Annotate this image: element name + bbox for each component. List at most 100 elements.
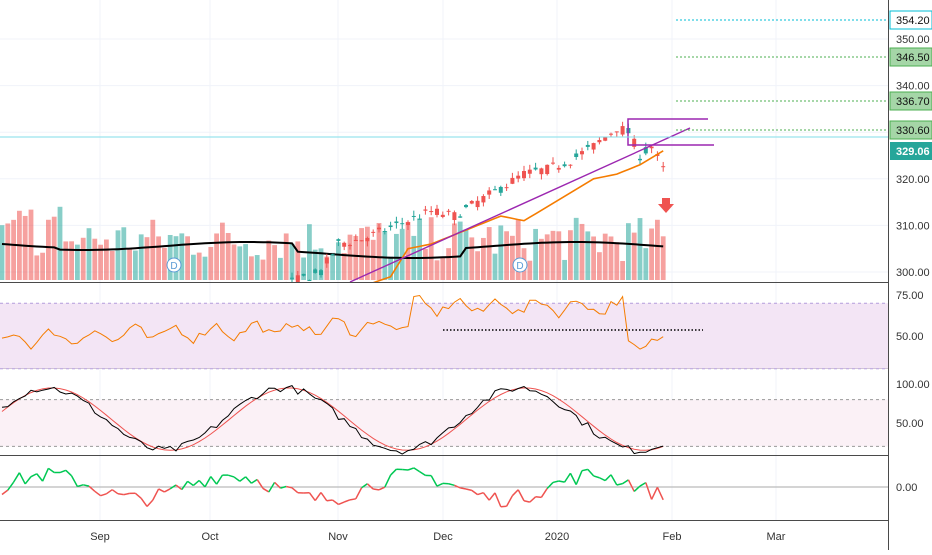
volume-bar — [214, 233, 219, 280]
volume-bar — [382, 231, 387, 280]
volume-bar — [255, 255, 260, 280]
osc-segment — [530, 497, 536, 502]
volume-bar — [5, 223, 10, 280]
osc-segment — [164, 489, 170, 492]
volume-bar — [150, 220, 155, 280]
osc-segment — [495, 493, 501, 507]
candle-body — [325, 258, 329, 264]
candle-body — [389, 225, 393, 227]
volume-bar — [261, 260, 266, 280]
volume-bar — [278, 258, 283, 280]
candle-body — [278, 284, 282, 289]
osc-segment — [536, 497, 542, 498]
rsi-band — [0, 303, 888, 369]
osc-segment — [431, 476, 437, 486]
volume-bar — [266, 241, 271, 280]
volume-bar — [551, 231, 556, 280]
osc-segment — [507, 496, 513, 507]
osc-segment — [8, 482, 14, 490]
osc-segment — [582, 469, 588, 470]
osc-segment — [460, 488, 466, 489]
volume-bar — [498, 225, 503, 280]
osc-segment — [292, 488, 298, 493]
candle-body — [452, 212, 456, 220]
candle-body — [429, 211, 433, 212]
candle-body — [302, 274, 306, 276]
volume-bar — [301, 258, 306, 280]
osc-segment — [437, 483, 443, 486]
candle-body — [360, 240, 364, 241]
osc-segment — [25, 477, 31, 484]
candle-body — [290, 278, 294, 279]
candle-body — [116, 291, 120, 292]
volume-bar — [104, 240, 109, 280]
osc-segment — [483, 493, 489, 500]
candle-body — [249, 293, 253, 298]
osc-segment — [565, 473, 571, 482]
osc-segment — [367, 484, 373, 489]
osc-segment — [309, 493, 315, 501]
candle-body — [638, 159, 642, 160]
osc-segment — [652, 487, 658, 499]
osc-tick-label: 0.00 — [896, 482, 917, 494]
osc-segment — [611, 475, 617, 485]
osc-segment — [37, 474, 43, 481]
candle-body — [621, 126, 625, 134]
candle-body — [545, 165, 549, 174]
candle-body — [505, 187, 509, 188]
volume-bar — [179, 233, 184, 280]
volume-bar — [203, 257, 208, 280]
last-price-text: 329.06 — [896, 146, 930, 158]
volume-bar — [568, 230, 573, 280]
candle-body — [151, 297, 155, 298]
candle-body — [319, 270, 323, 275]
candle-body — [481, 196, 485, 202]
osc-segment — [478, 493, 484, 495]
candle-body — [365, 238, 369, 241]
osc-segment — [350, 499, 356, 500]
candle-body — [528, 170, 532, 174]
volume-bar — [87, 228, 92, 280]
candle-body — [586, 145, 590, 147]
osc-segment — [234, 477, 240, 481]
candle-body — [615, 131, 619, 132]
candle-body — [412, 216, 416, 217]
candle-body — [99, 298, 103, 299]
candle-body — [220, 294, 224, 299]
osc-segment — [246, 477, 252, 483]
volume-bar — [208, 247, 213, 280]
stochastic-pane — [0, 386, 888, 455]
volume-bar — [446, 248, 451, 280]
volume-bar — [493, 254, 498, 280]
volume-bar — [110, 251, 115, 280]
volume-bar — [40, 253, 45, 280]
oscillator-pane — [0, 468, 888, 507]
volume-bar — [29, 210, 34, 280]
candle-body — [255, 288, 259, 290]
candle-body — [418, 219, 422, 220]
volume-bar — [574, 218, 579, 280]
osc-segment — [48, 468, 54, 472]
time-tick-label: Oct — [201, 531, 218, 543]
volume-bar — [0, 225, 4, 280]
candle-body — [168, 291, 172, 295]
candle-body — [476, 201, 480, 207]
osc-segment — [646, 483, 652, 500]
volume-bar — [539, 239, 544, 280]
candle-body — [197, 294, 201, 299]
candle-body — [348, 245, 352, 246]
osc-segment — [472, 490, 478, 494]
candle-body — [273, 285, 277, 292]
osc-segment — [628, 480, 634, 492]
osc-segment — [31, 474, 37, 477]
candle-body — [522, 171, 526, 178]
candle-body — [110, 296, 114, 298]
volume-bar — [655, 220, 660, 280]
osc-segment — [570, 473, 576, 484]
osc-segment — [182, 481, 188, 489]
volume-bar — [597, 252, 602, 280]
volume-bar — [626, 223, 631, 280]
